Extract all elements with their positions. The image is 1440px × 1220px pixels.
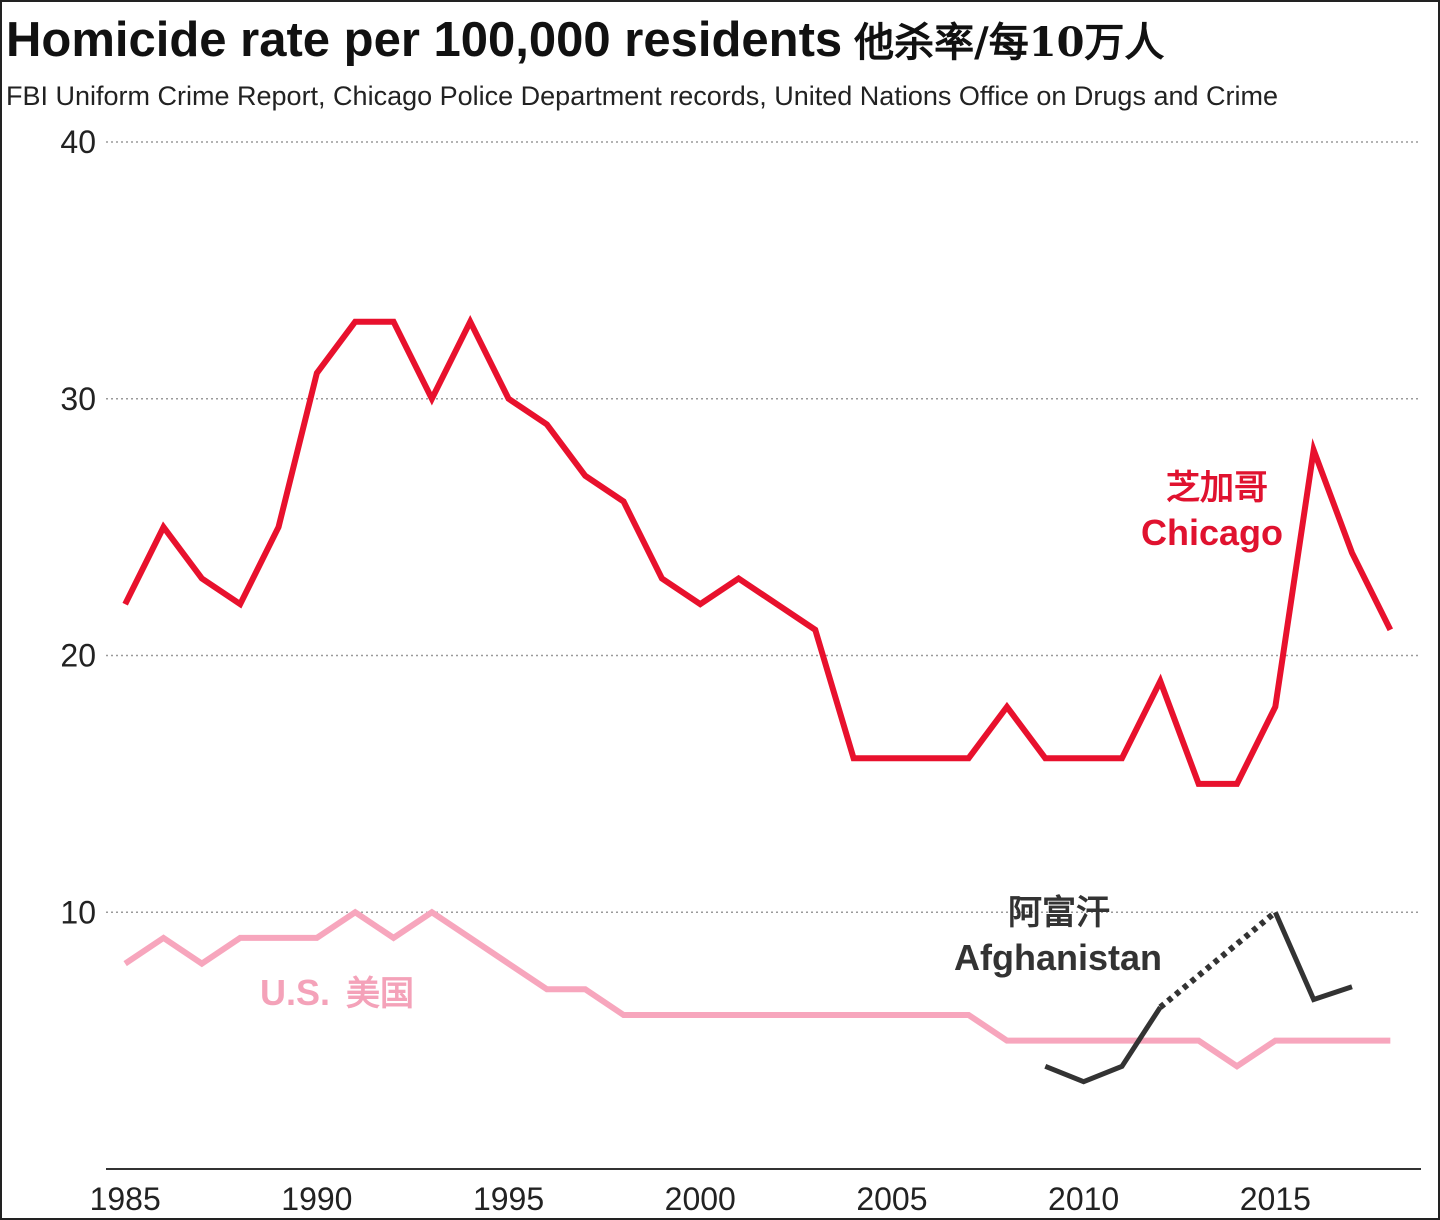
afghanistan-line-early <box>1044 1005 1163 1085</box>
x-tick-2005: 2005 <box>856 1181 927 1217</box>
us-label-zh: 美国 <box>346 974 414 1014</box>
x-tick-2010: 2010 <box>1048 1181 1119 1217</box>
afghanistan-label-zh: 阿富汗 <box>1008 893 1110 933</box>
u-s-line <box>123 908 1391 1070</box>
series-lines <box>122 314 1394 1085</box>
chart-title-en: Homicide rate per 100,000 residents <box>6 13 843 67</box>
x-axis-tick-labels: 1985 1990 1995 2000 2005 2010 2015 <box>90 1181 1311 1217</box>
y-tick-40: 40 <box>60 124 96 160</box>
afghanistan-series <box>1044 909 1353 1085</box>
series-labels: 芝加哥 Chicago U.S. 美国 阿富汗 Afghanistan <box>260 468 1283 1014</box>
chart-title: Homicide rate per 100,000 residents 他杀率/每… <box>6 10 1164 68</box>
x-tick-2000: 2000 <box>665 1181 736 1217</box>
y-tick-10: 10 <box>60 894 96 930</box>
afghanistan-line-late <box>1273 911 1353 1003</box>
x-tick-1990: 1990 <box>281 1181 352 1217</box>
grid-lines <box>106 141 1421 913</box>
chicago-line <box>122 314 1394 787</box>
u-s-series <box>123 908 1391 1070</box>
y-axis-tick-labels: 10 20 30 40 <box>60 124 96 930</box>
chicago-series <box>122 314 1394 787</box>
y-tick-30: 30 <box>60 381 96 417</box>
y-tick-20: 20 <box>60 638 96 674</box>
x-tick-1995: 1995 <box>473 1181 544 1217</box>
afghanistan-line-gap <box>1158 909 1278 1010</box>
afghanistan-label: Afghanistan <box>954 937 1162 978</box>
chicago-label-zh: 芝加哥 <box>1166 468 1268 508</box>
us-label: U.S. <box>260 972 330 1013</box>
chart-subtitle: FBI Uniform Crime Report, Chicago Police… <box>6 81 1278 111</box>
x-tick-2015: 2015 <box>1240 1181 1311 1217</box>
x-tick-1985: 1985 <box>90 1181 161 1217</box>
chart-title-zh: 他杀率/每10万人 <box>854 19 1165 66</box>
chicago-label: Chicago <box>1141 512 1283 553</box>
